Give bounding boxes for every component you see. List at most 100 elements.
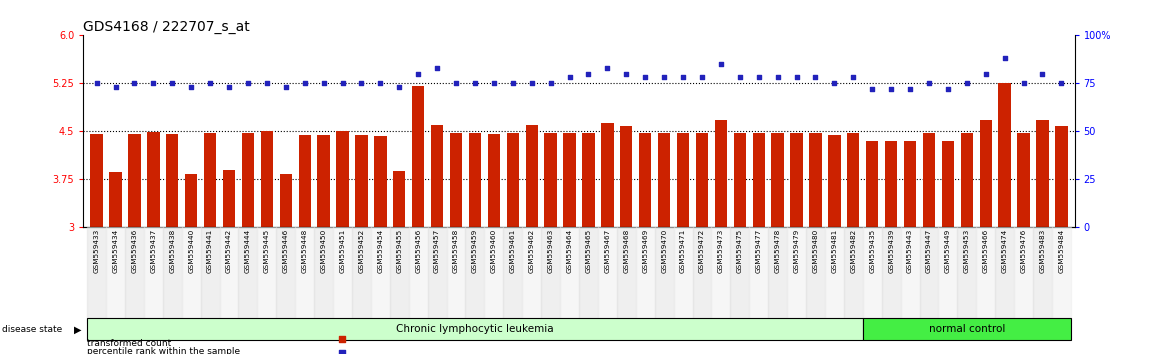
Point [182, 84, 200, 90]
Point [522, 80, 541, 86]
Text: GSM559456: GSM559456 [416, 229, 422, 273]
Bar [923, 133, 936, 227]
Bar [393, 171, 405, 227]
Bar [239, 227, 257, 324]
Point [220, 84, 239, 90]
Point [352, 80, 371, 86]
Bar [941, 141, 954, 227]
Bar [560, 227, 579, 324]
Text: GSM559444: GSM559444 [245, 229, 251, 273]
Text: GSM559441: GSM559441 [207, 229, 213, 273]
Bar [522, 227, 541, 324]
Bar [412, 86, 424, 227]
Bar [1036, 120, 1049, 227]
Point [976, 71, 995, 76]
Point [863, 86, 881, 92]
Bar [129, 134, 140, 227]
Text: GSM559435: GSM559435 [870, 229, 875, 273]
Text: GSM559439: GSM559439 [888, 229, 894, 273]
Text: GSM559481: GSM559481 [831, 229, 837, 273]
Text: GSM559454: GSM559454 [378, 229, 383, 273]
Text: GSM559461: GSM559461 [510, 229, 515, 273]
Point [466, 80, 484, 86]
Point [334, 80, 352, 86]
Bar [466, 227, 484, 324]
Bar [1055, 126, 1068, 227]
Point [674, 75, 692, 80]
Point [409, 71, 427, 76]
Bar [753, 133, 764, 227]
Bar [848, 133, 859, 227]
Bar [504, 227, 522, 324]
Bar [469, 133, 481, 227]
Point [996, 56, 1014, 61]
Bar [374, 136, 387, 227]
Bar [261, 131, 273, 227]
Text: GSM559474: GSM559474 [1002, 229, 1007, 273]
Bar [317, 136, 330, 227]
Bar [109, 172, 122, 227]
Bar [998, 83, 1011, 227]
Bar [222, 171, 235, 227]
Bar [636, 227, 654, 324]
Bar [828, 136, 841, 227]
Bar [961, 133, 973, 227]
Bar [958, 227, 976, 324]
Point [239, 80, 257, 86]
Text: GSM559475: GSM559475 [736, 229, 742, 273]
Bar [598, 227, 617, 324]
Point [257, 80, 276, 86]
Bar [147, 132, 160, 227]
Point [484, 80, 503, 86]
Bar [544, 133, 557, 227]
Point [87, 80, 105, 86]
Text: GSM559452: GSM559452 [359, 229, 365, 273]
Text: GSM559470: GSM559470 [661, 229, 667, 273]
Bar [125, 227, 144, 324]
Point [599, 65, 617, 71]
Bar [1014, 227, 1033, 324]
Bar [824, 227, 844, 324]
Text: Chronic lymphocytic leukemia: Chronic lymphocytic leukemia [396, 324, 554, 334]
Bar [220, 227, 239, 324]
Point [541, 80, 559, 86]
Bar [711, 227, 731, 324]
Bar [658, 133, 670, 227]
Bar [90, 134, 103, 227]
Bar [791, 133, 802, 227]
Text: GSM559438: GSM559438 [169, 229, 175, 273]
Bar [617, 227, 636, 324]
Bar [582, 133, 594, 227]
Text: GSM559477: GSM559477 [756, 229, 762, 273]
Point [371, 80, 389, 86]
Bar [919, 227, 938, 324]
Bar [806, 227, 824, 324]
Text: GSM559473: GSM559473 [718, 229, 724, 273]
Bar [314, 227, 334, 324]
Bar [938, 227, 958, 324]
Text: GSM559465: GSM559465 [586, 229, 592, 273]
Bar [163, 227, 182, 324]
Bar [390, 227, 409, 324]
Bar [166, 134, 178, 227]
Bar [484, 227, 504, 324]
Bar [881, 227, 901, 324]
Text: GSM559471: GSM559471 [680, 229, 686, 273]
Point [332, 336, 351, 342]
Point [655, 75, 674, 80]
Point [1014, 80, 1033, 86]
Bar [714, 120, 727, 227]
Bar [844, 227, 863, 324]
Text: GSM559450: GSM559450 [321, 229, 327, 273]
Point [787, 75, 806, 80]
Point [919, 80, 938, 86]
Bar [771, 133, 784, 227]
Text: GSM559484: GSM559484 [1058, 229, 1064, 273]
Bar [257, 227, 277, 324]
Text: GSM559436: GSM559436 [132, 229, 138, 273]
Point [579, 71, 598, 76]
Text: GSM559434: GSM559434 [112, 229, 118, 273]
Bar [621, 126, 632, 227]
Point [560, 75, 579, 80]
Point [958, 80, 976, 86]
